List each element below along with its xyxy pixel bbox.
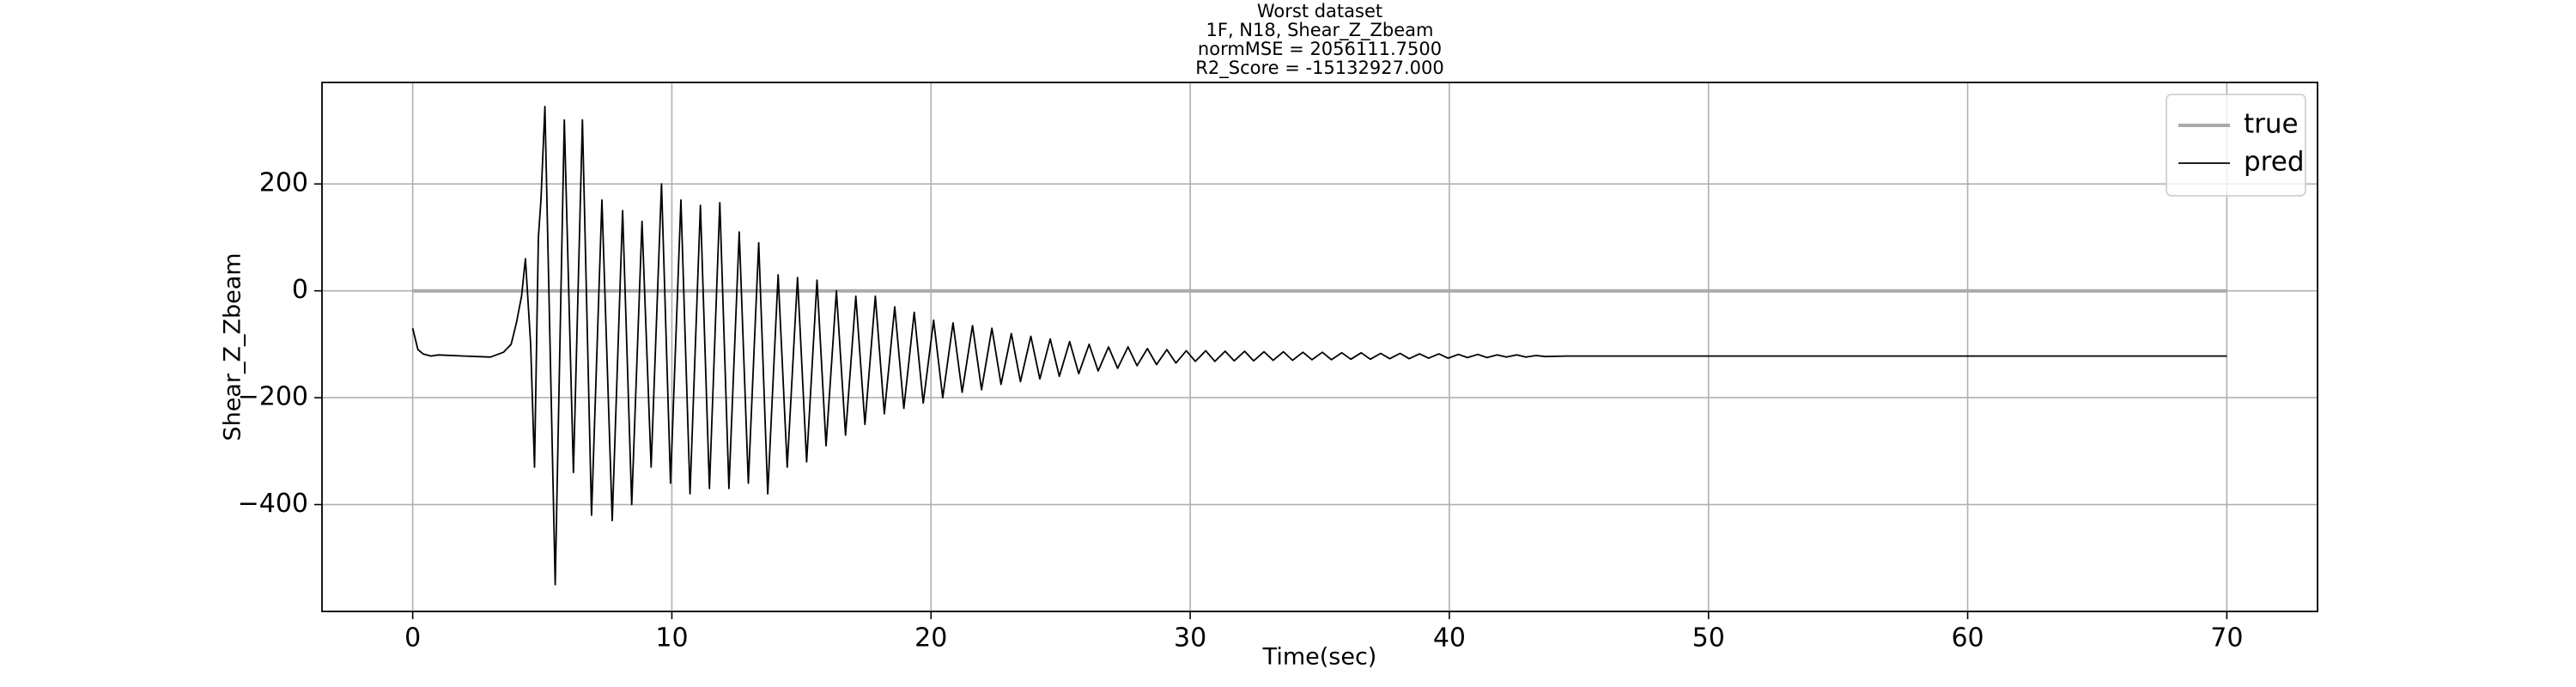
legend-box (2166, 94, 2306, 197)
y-tick-label: 0 (292, 275, 308, 305)
x-tick-label: 20 (914, 623, 947, 654)
legend-label: pred (2244, 147, 2305, 178)
y-tick-label: 200 (259, 168, 308, 198)
x-tick-label: 0 (404, 623, 421, 654)
x-tick-label: 10 (655, 623, 688, 654)
x-tick-label: 60 (1951, 623, 1984, 654)
series-line (411, 106, 2227, 586)
x-tick-label: 30 (1174, 623, 1206, 654)
y-axis-label: Shear_Z_Zbeam (220, 252, 246, 441)
x-tick-label: 70 (2210, 623, 2243, 654)
legend-label: true (2244, 109, 2299, 140)
chart-subtitle: normMSE = 2056111.7500 (1198, 39, 1442, 59)
y-tick-label: −400 (238, 489, 308, 519)
x-tick-label: 40 (1433, 623, 1466, 654)
y-tick-label: −200 (238, 382, 308, 412)
chart-title: Worst dataset (1257, 1, 1382, 21)
x-axis-label: Time(sec) (1262, 644, 1377, 671)
x-tick-label: 50 (1692, 623, 1725, 654)
chart-subtitle: 1F, N18, Shear_Z_Zbeam (1206, 20, 1434, 41)
plot-frame (321, 82, 2318, 612)
chart-subtitle: R2_Score = -15132927.000 (1195, 58, 1443, 79)
